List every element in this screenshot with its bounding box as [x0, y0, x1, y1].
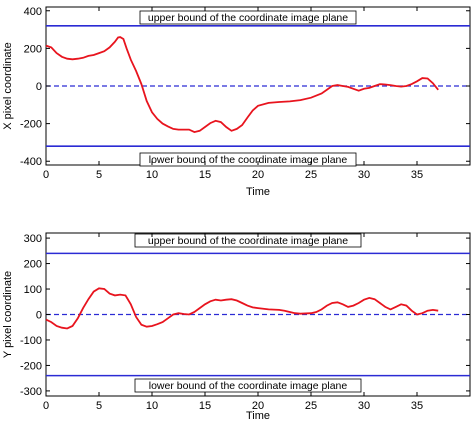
- y-tick-label: -200: [20, 360, 42, 372]
- lower-bound-label-box: [139, 152, 357, 167]
- y-axis-label: Y pixel coordinate: [2, 271, 14, 358]
- y-tick-label: 200: [24, 259, 42, 271]
- y-tick-label: -400: [20, 156, 42, 168]
- y-axis-label: X pixel coordinate: [2, 42, 14, 129]
- x-tick-label: 15: [199, 400, 211, 412]
- series-line: [45, 36, 439, 134]
- y-tick-label: -200: [20, 119, 42, 131]
- lower-bound-label: lower bound of the coordinate image plan…: [149, 154, 348, 166]
- lower-bound-label: lower bound of the coordinate image plan…: [149, 380, 348, 392]
- x-axis-ticks: 0 5 10 15 20 25 30 35: [43, 7, 423, 181]
- y-tick-label: -100: [20, 335, 42, 347]
- y-tick-label: 0: [36, 81, 42, 93]
- x-tick-label: 25: [305, 400, 317, 412]
- upper-bound-label: upper bound of the coordinate image plan…: [148, 12, 348, 24]
- y-tick-label: 300: [24, 233, 42, 245]
- y-axis-ticks: -300 -200 -100 0 100 200 300: [20, 233, 470, 398]
- panel-x-coordinate: upper bound of the coordinate image plan…: [2, 6, 471, 198]
- annotation-boxes: upper bound of the coordinate image plan…: [139, 10, 357, 167]
- x-tick-label: 0: [43, 400, 49, 412]
- upper-bound-label: upper bound of the coordinate image plan…: [148, 235, 348, 247]
- x-tick-label: 20: [252, 400, 264, 412]
- panel-y-coordinate: upper bound of the coordinate image plan…: [2, 232, 471, 422]
- x-axis-label: Time: [246, 410, 270, 422]
- upper-bound-label-box: [139, 10, 357, 25]
- x-tick-label: 5: [96, 169, 102, 181]
- y-tick-label: -300: [20, 386, 42, 398]
- x-tick-label: 20: [252, 169, 264, 181]
- x-tick-label: 25: [305, 169, 317, 181]
- x-tick-label: 30: [358, 400, 370, 412]
- x-tick-label: 15: [199, 169, 211, 181]
- reference-lines: [46, 252, 470, 377]
- x-axis-ticks: 0 5 10 15 20 25 30 35: [43, 233, 423, 412]
- y-tick-label: 100: [24, 284, 42, 296]
- x-tick-label: 10: [146, 400, 158, 412]
- y-axis-ticks: -400 -200 0 200 400: [20, 6, 470, 168]
- y-tick-label: 400: [24, 6, 42, 18]
- x-tick-label: 5: [96, 400, 102, 412]
- x-tick-label: 30: [358, 169, 370, 181]
- x-tick-label: 0: [43, 169, 49, 181]
- annotation-boxes: upper bound of the coordinate image plan…: [134, 233, 362, 393]
- upper-bound-label-box: [134, 233, 362, 248]
- lower-bound-label-box: [134, 378, 362, 393]
- x-axis-label: Time: [246, 186, 270, 198]
- y-tick-label: 0: [36, 310, 42, 322]
- series-line: [45, 287, 439, 330]
- x-tick-label: 35: [411, 400, 423, 412]
- x-tick-label: 10: [146, 169, 158, 181]
- x-tick-label: 35: [411, 169, 423, 181]
- y-tick-label: 200: [24, 43, 42, 55]
